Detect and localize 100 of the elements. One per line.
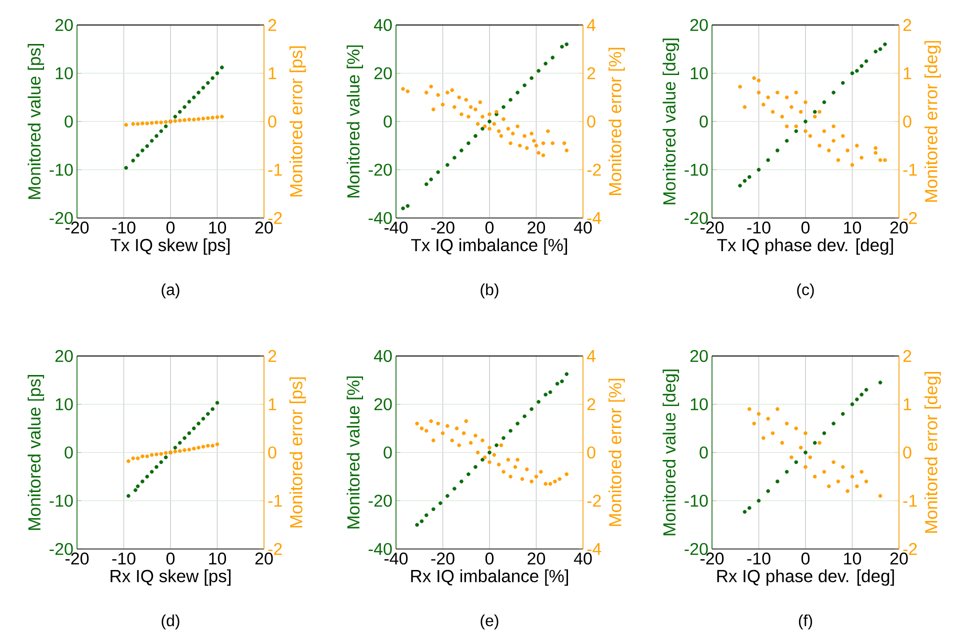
point [468, 440, 473, 445]
y-tick-label: -20 [368, 494, 392, 507]
point [874, 146, 878, 150]
x-tick-label: 0 [801, 222, 810, 234]
point [494, 443, 498, 448]
point [522, 83, 526, 88]
point [850, 474, 854, 479]
point [424, 182, 428, 186]
point [812, 110, 817, 114]
point [855, 398, 859, 402]
point [150, 138, 154, 143]
point [429, 84, 433, 88]
y-tick-label: 10 [56, 398, 73, 410]
text: (f) [798, 614, 812, 630]
point [522, 134, 526, 138]
point [776, 480, 780, 484]
point [446, 163, 450, 167]
point [145, 122, 150, 126]
point [780, 114, 784, 119]
y2-tick-label: 1 [268, 67, 276, 80]
x-tick-label: -10 [747, 222, 770, 234]
point [530, 76, 534, 80]
y2-tick-label: 0 [268, 446, 276, 459]
point [818, 110, 822, 114]
y2-axis-title: Monitored error [%] [608, 48, 625, 195]
point [808, 134, 812, 138]
y-tick-label: -20 [50, 212, 73, 224]
point [836, 480, 840, 484]
y2-tick-label: 1 [904, 67, 912, 80]
point [742, 510, 747, 514]
x-tick-label: 20 [528, 222, 546, 234]
y-tick-label: 0 [700, 446, 708, 459]
y2-tick-label: -2 [268, 212, 282, 224]
y-axis-title: Monitored value [%] [346, 45, 364, 198]
y2-tick-label: 2 [903, 19, 912, 31]
point [206, 412, 210, 416]
point [436, 422, 440, 426]
point [832, 138, 836, 143]
text: (c) [797, 284, 814, 298]
point [738, 184, 742, 188]
point [499, 134, 504, 138]
point [544, 62, 548, 66]
point [836, 158, 840, 162]
point [499, 443, 504, 448]
y-tick-label: -40 [368, 542, 392, 556]
point [516, 458, 520, 462]
point [520, 477, 524, 481]
point [850, 402, 854, 406]
point [850, 71, 854, 76]
point [784, 95, 789, 100]
point [192, 95, 196, 100]
point [150, 453, 154, 457]
point [178, 449, 182, 453]
x-axis-title: Rx IQ skew [ps] [110, 569, 231, 586]
y-axis-title: Monitored value [deg] [662, 370, 680, 536]
y-tick-label: -10 [50, 164, 73, 176]
point [124, 166, 128, 170]
point [474, 134, 478, 138]
point [558, 477, 562, 481]
point [220, 114, 224, 119]
point [832, 124, 836, 128]
point [840, 465, 845, 469]
point [804, 431, 808, 436]
point [840, 80, 845, 85]
point [145, 474, 150, 479]
x-tick-label: 20 [528, 552, 546, 565]
x-axis-title: Tx IQ imbalance [%] [411, 238, 568, 255]
point [462, 431, 466, 436]
point [464, 419, 468, 424]
point [468, 105, 473, 109]
point [502, 117, 506, 121]
point [182, 105, 186, 109]
point [196, 117, 200, 121]
x-tick-label: 40 [574, 552, 592, 565]
point [192, 426, 196, 430]
point [140, 454, 144, 458]
x-tick-label: 20 [255, 552, 273, 565]
point [832, 460, 836, 464]
point [883, 42, 887, 46]
x-tick-label: 40 [574, 222, 592, 234]
point [464, 98, 468, 102]
point [476, 122, 480, 126]
point [860, 392, 864, 396]
point [860, 470, 864, 474]
point [140, 122, 144, 126]
point [539, 470, 543, 474]
y-tick-label: -20 [368, 164, 392, 176]
point [818, 144, 822, 148]
y-tick-label: 0 [384, 446, 392, 459]
point [196, 90, 200, 94]
point [206, 80, 210, 85]
x-tick-label: 10 [209, 222, 226, 234]
point [154, 465, 158, 469]
point [488, 126, 492, 131]
point [840, 412, 845, 416]
point [124, 122, 128, 127]
y2-tick-label: 0 [903, 115, 912, 128]
point [804, 450, 808, 454]
point [429, 419, 433, 424]
point [508, 141, 512, 146]
